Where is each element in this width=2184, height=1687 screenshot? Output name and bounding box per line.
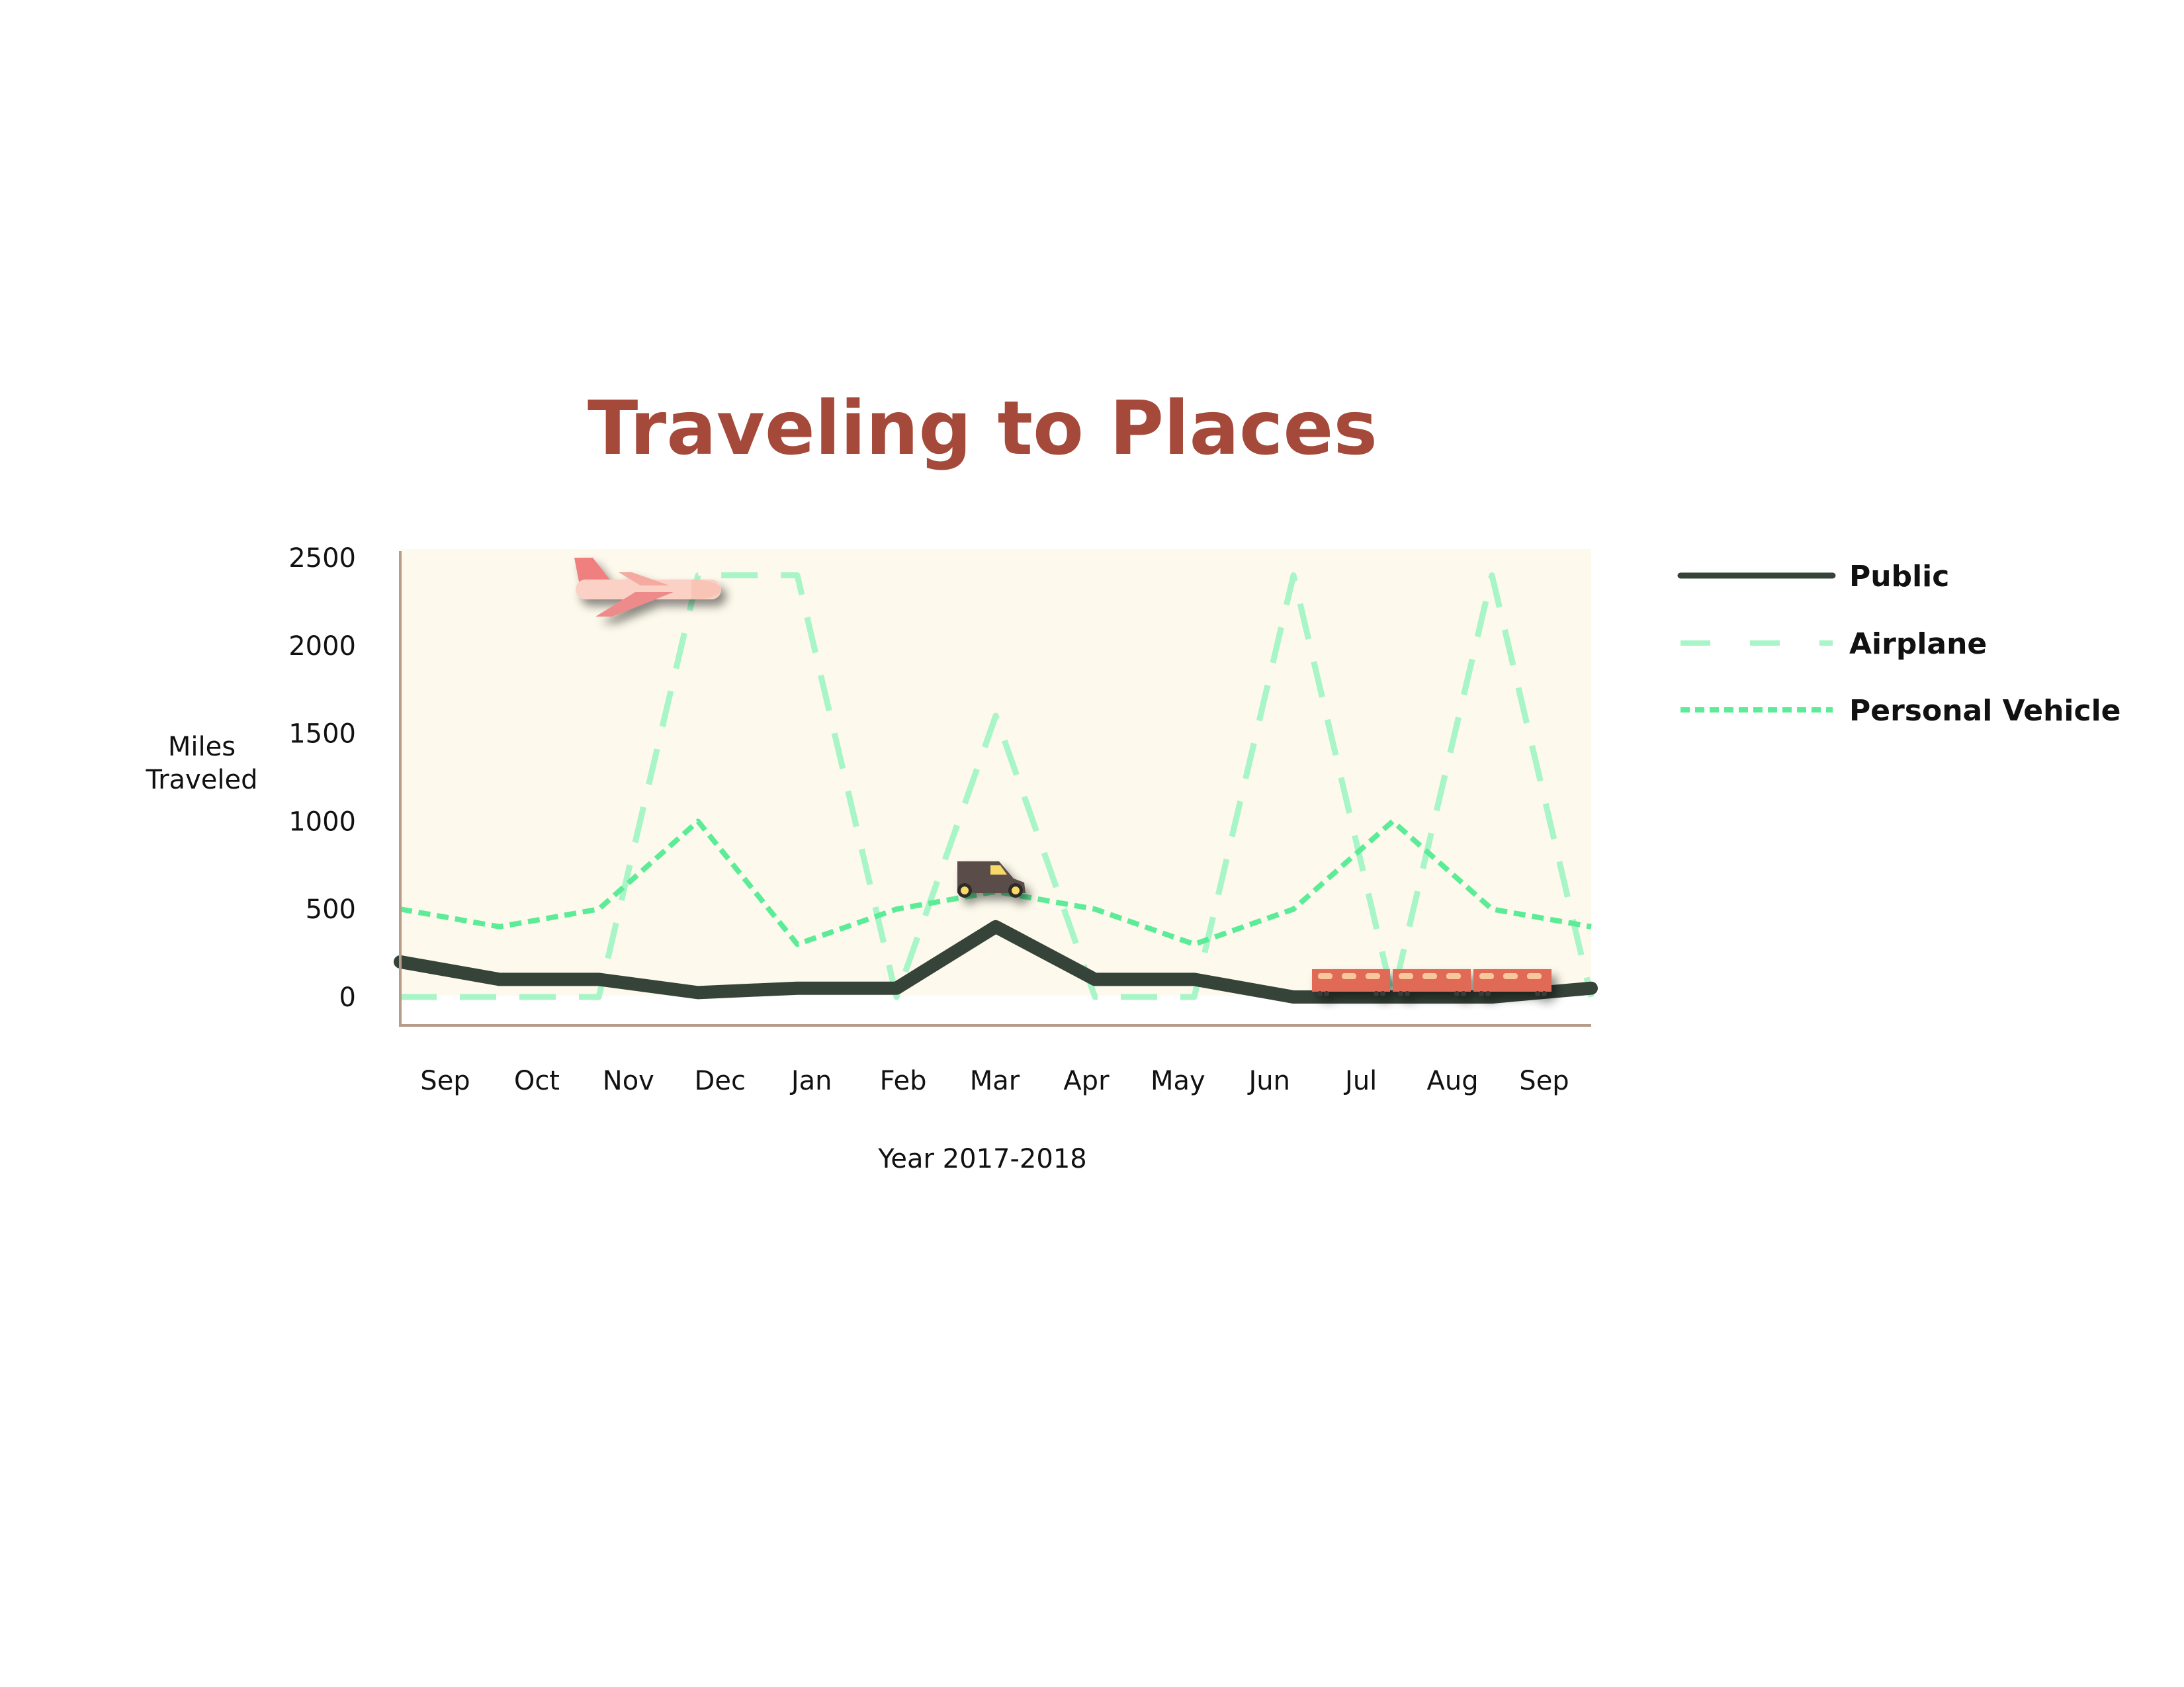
x-axis-label: Year 2017-2018: [877, 1144, 1086, 1174]
legend-label-public: Public: [1849, 560, 1949, 593]
x-tick-label: Jan: [789, 1066, 832, 1096]
y-axis-label-line-1: Miles: [168, 732, 236, 762]
y-tick-label: 0: [339, 982, 356, 1013]
series-line-airplane: [400, 572, 1594, 1000]
chart-title: Traveling to Places: [588, 386, 1377, 472]
y-axis-label-line-2: Traveled: [146, 765, 258, 795]
train-icon: [1312, 969, 1551, 996]
x-tick-label: Dec: [695, 1066, 746, 1096]
y-tick-label: 2000: [288, 631, 356, 662]
x-tick-label: Mar: [970, 1066, 1020, 1096]
x-tick-label: Nov: [603, 1066, 654, 1096]
x-tick-label: May: [1151, 1066, 1205, 1096]
x-tick-label: Feb: [880, 1066, 927, 1096]
x-tick-label: Jul: [1343, 1066, 1377, 1096]
x-tick-label: Apr: [1063, 1066, 1110, 1096]
series-line-public: [394, 920, 1598, 1004]
legend-label-personal-vehicle: Personal Vehicle: [1849, 694, 2121, 728]
x-tick-label: Sep: [420, 1066, 470, 1096]
y-tick-label: 1000: [288, 806, 356, 837]
van-icon: [957, 861, 1026, 898]
airplane-icon: [574, 558, 721, 617]
x-tick-label: Aug: [1427, 1066, 1479, 1096]
y-tick-labels: 0 500 1000 1500 2000 2500: [288, 543, 356, 1013]
y-tick-label: 500: [306, 894, 356, 925]
y-axis-label: Miles Traveled: [146, 732, 258, 795]
x-tick-labels: Sep Oct Nov Dec Jan Feb Mar Apr May Jun Jul Aug Sep: [420, 1066, 1569, 1096]
x-tick-label: Jun: [1247, 1066, 1291, 1096]
y-tick-label: 2500: [288, 543, 356, 574]
legend: Public Airplane Personal Vehicle: [1677, 560, 2121, 728]
y-tick-label: 1500: [288, 719, 356, 750]
series-lines: [394, 572, 1598, 1004]
x-tick-label: Oct: [514, 1066, 560, 1096]
legend-label-airplane: Airplane: [1849, 627, 1987, 661]
x-tick-label: Sep: [1519, 1066, 1569, 1096]
